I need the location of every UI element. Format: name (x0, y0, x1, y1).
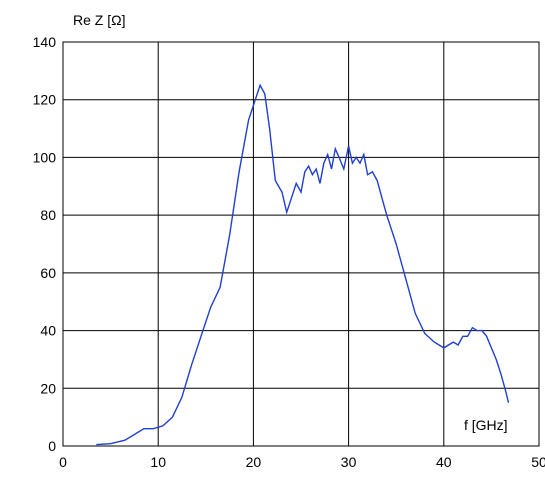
x-tick-label: 50 (531, 454, 545, 470)
x-tick-label: 10 (150, 454, 166, 470)
y-tick-label: 100 (33, 149, 57, 165)
y-tick-label: 40 (40, 323, 56, 339)
x-axis-label: f [GHz] (464, 417, 508, 433)
y-axis-label: Re Z [Ω] (73, 12, 125, 28)
y-tick-label: 140 (33, 34, 57, 50)
grid (63, 42, 539, 446)
y-tick-label: 0 (48, 438, 56, 454)
y-tick-label: 20 (40, 380, 56, 396)
series-line (96, 83, 510, 446)
plot-frame (62, 41, 540, 447)
x-tick-label: 30 (341, 454, 357, 470)
x-tick-label: 40 (436, 454, 452, 470)
y-tick-label: 60 (40, 265, 56, 281)
x-tick-label: 0 (59, 454, 67, 470)
tick-labels: 0 10 20 30 40 50 0 20 40 60 80 100 120 140 (33, 34, 545, 470)
y-tick-label: 120 (33, 92, 57, 108)
x-tick-label: 20 (246, 454, 262, 470)
y-tick-label: 80 (40, 207, 56, 223)
